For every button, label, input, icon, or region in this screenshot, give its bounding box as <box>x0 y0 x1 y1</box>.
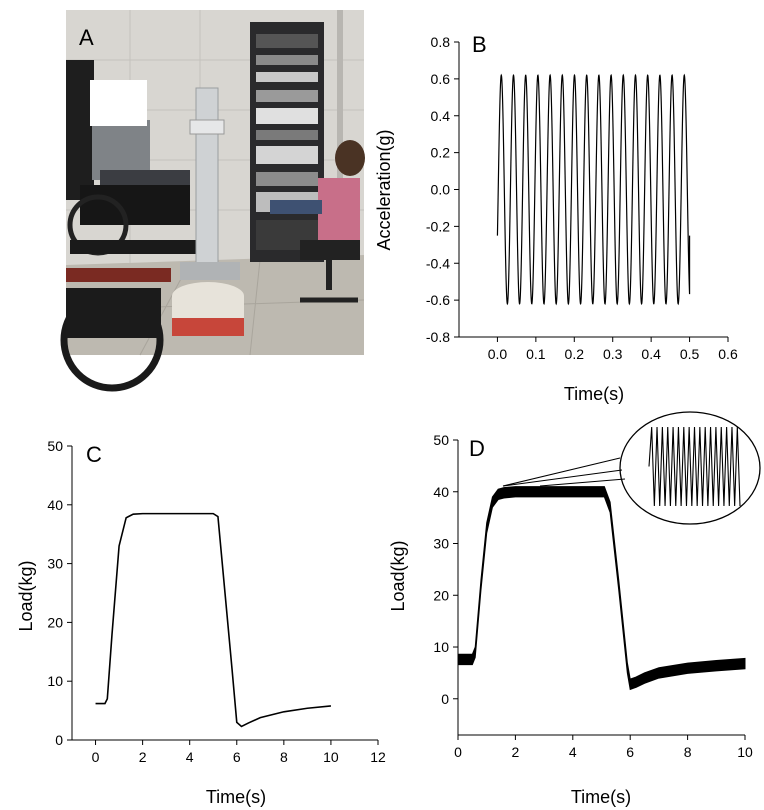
panel-b-xlabel: Time(s) <box>564 384 624 404</box>
y-tick-label: 0 <box>55 732 63 748</box>
panel-d-inset-leader-3 <box>539 478 626 487</box>
panel-d-axes <box>453 439 746 740</box>
y-tick-label: 10 <box>47 673 63 689</box>
x-tick-label: 0.1 <box>526 346 546 362</box>
panel-d-tick-labels: 0 10 20 30 40 50 0 2 4 6 8 10 <box>433 432 753 760</box>
y-tick-label: -0.8 <box>426 329 450 345</box>
x-tick-label: 0 <box>454 744 462 760</box>
y-tick-label: 0 <box>441 691 449 707</box>
panel-d: D 0 10 20 30 40 50 0 2 4 6 8 10 Time(s) Load(kg) <box>388 411 761 807</box>
y-tick-label: 0.0 <box>431 182 451 198</box>
panel-c-tick-labels: 0 10 20 30 40 50 0 2 4 6 8 10 12 <box>47 438 386 765</box>
panel-b-ylabel: Acceleration(g) <box>374 129 394 250</box>
y-tick-label: 20 <box>47 614 63 630</box>
panel-c-letter: C <box>86 442 102 467</box>
x-tick-label: 8 <box>280 749 288 765</box>
shaker-base <box>172 318 244 336</box>
panel-d-inset-oscillation <box>648 426 741 507</box>
panel-b: B -0.8 -0.6 -0.4 -0.2 0.0 0.2 0.4 0.6 0.8 0.0 0.1 0… <box>374 32 738 404</box>
x-tick-label: 4 <box>186 749 194 765</box>
panel-a-photo: A <box>60 10 365 392</box>
y-tick-label: 40 <box>433 484 449 500</box>
panel-b-tick-labels: -0.8 -0.6 -0.4 -0.2 0.0 0.2 0.4 0.6 0.8 0.0 0.1 0.2… <box>426 34 738 362</box>
x-tick-label: 0.0 <box>488 346 508 362</box>
y-tick-label: -0.6 <box>426 292 450 308</box>
y-tick-label: -0.4 <box>426 255 450 271</box>
face-privacy-box <box>90 80 147 126</box>
y-tick-label: 20 <box>433 587 449 603</box>
x-tick-label: 0.4 <box>641 346 661 362</box>
y-tick-label: 0.6 <box>431 71 451 87</box>
panel-c-axes <box>67 445 379 745</box>
y-tick-label: -0.2 <box>426 218 450 234</box>
x-tick-label: 10 <box>737 744 753 760</box>
panel-a-letter: A <box>79 25 94 50</box>
x-tick-label: 6 <box>626 744 634 760</box>
panel-d-ylabel: Load(kg) <box>388 540 408 611</box>
y-tick-label: 0.4 <box>431 108 451 124</box>
y-tick-label: 30 <box>433 536 449 552</box>
wheelchair-back <box>66 60 94 200</box>
x-tick-label: 0 <box>92 749 100 765</box>
x-tick-label: 0.6 <box>718 346 738 362</box>
panel-d-xlabel: Time(s) <box>571 787 631 807</box>
panel-d-inset-leader-2 <box>502 469 623 487</box>
x-tick-label: 12 <box>370 749 386 765</box>
y-tick-label: 10 <box>433 639 449 655</box>
operator-person <box>318 178 360 240</box>
panel-d-letter: D <box>469 436 485 461</box>
panel-b-axes <box>454 41 729 342</box>
x-tick-label: 10 <box>323 749 339 765</box>
panel-d-load-band <box>457 486 746 691</box>
panel-b-acceleration-line <box>496 73 691 306</box>
panel-c-ylabel: Load(kg) <box>16 560 36 631</box>
x-tick-label: 0.2 <box>565 346 585 362</box>
x-tick-label: 2 <box>139 749 147 765</box>
x-tick-label: 6 <box>233 749 241 765</box>
y-tick-label: 0.2 <box>431 145 451 161</box>
y-tick-label: 30 <box>47 556 63 572</box>
panel-d-inset-leader-1 <box>502 457 621 487</box>
y-tick-label: 0.8 <box>431 34 451 50</box>
x-tick-label: 2 <box>512 744 520 760</box>
x-tick-label: 4 <box>569 744 577 760</box>
y-tick-label: 50 <box>433 432 449 448</box>
panel-c-xlabel: Time(s) <box>206 787 266 807</box>
panel-c-load-line <box>95 512 331 728</box>
panel-c: C 0 10 20 30 40 50 0 2 4 6 8 10 12 Time(s) Load(kg) <box>16 438 386 807</box>
x-tick-label: 0.5 <box>680 346 700 362</box>
y-tick-label: 50 <box>47 438 63 454</box>
y-tick-label: 40 <box>47 497 63 513</box>
x-tick-label: 8 <box>684 744 692 760</box>
panel-b-letter: B <box>472 32 487 57</box>
x-tick-label: 0.3 <box>603 346 623 362</box>
shaker-column <box>195 87 219 267</box>
